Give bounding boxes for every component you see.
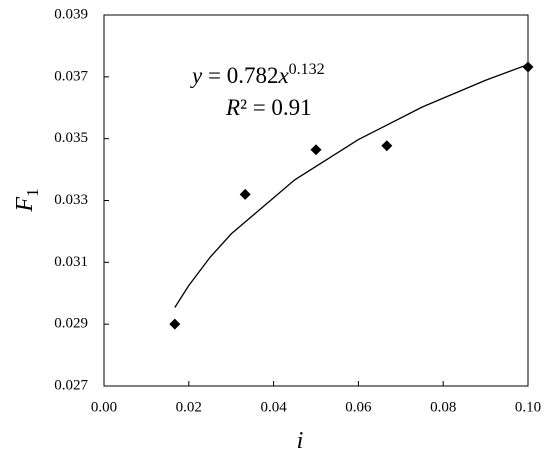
x-tick-label: 0.10	[515, 399, 541, 415]
y-tick-label: 0.029	[54, 316, 88, 332]
eq-exponent: 0.132	[289, 61, 325, 78]
data-point	[169, 318, 181, 330]
data-point	[239, 188, 251, 200]
y-tick-label: 0.035	[54, 130, 88, 146]
r-squared: R² = 0.91	[225, 95, 312, 120]
y-tick-label: 0.033	[54, 192, 88, 208]
r-rest: ² = 0.91	[240, 95, 312, 120]
eq-equals: = 0.782	[202, 63, 278, 88]
y-label-subscript: 1	[23, 188, 42, 197]
x-axis-label: i	[297, 428, 304, 454]
x-tick-label: 0.04	[260, 399, 287, 415]
r-letter: R	[225, 95, 240, 120]
trendline	[174, 63, 529, 308]
data-point	[522, 61, 534, 73]
x-tick-label: 0.00	[91, 399, 117, 415]
y-label-main: F	[12, 197, 38, 213]
data-point	[310, 144, 322, 156]
x-tick-label: 0.08	[430, 399, 456, 415]
y-tick-label: 0.031	[54, 254, 88, 270]
y-tick-label: 0.037	[54, 68, 88, 84]
x-tick-label: 0.06	[345, 399, 372, 415]
eq-x: x	[277, 63, 289, 88]
eq-y: y	[190, 63, 203, 88]
y-tick-label: 0.039	[54, 6, 88, 22]
data-point	[381, 140, 393, 152]
equation: y = 0.782x0.132	[190, 61, 325, 88]
y-axis-label: F1	[12, 188, 42, 212]
x-tick-label: 0.02	[176, 399, 202, 415]
y-tick-label: 0.027	[54, 377, 88, 393]
